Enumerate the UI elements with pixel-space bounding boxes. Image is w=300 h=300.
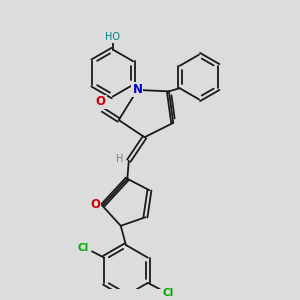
Text: O: O [96, 95, 106, 109]
Text: Cl: Cl [78, 243, 89, 253]
Text: H: H [116, 154, 123, 164]
Text: O: O [90, 198, 100, 211]
Text: HO: HO [105, 32, 120, 43]
Text: Cl: Cl [163, 288, 174, 298]
Text: N: N [132, 83, 142, 96]
